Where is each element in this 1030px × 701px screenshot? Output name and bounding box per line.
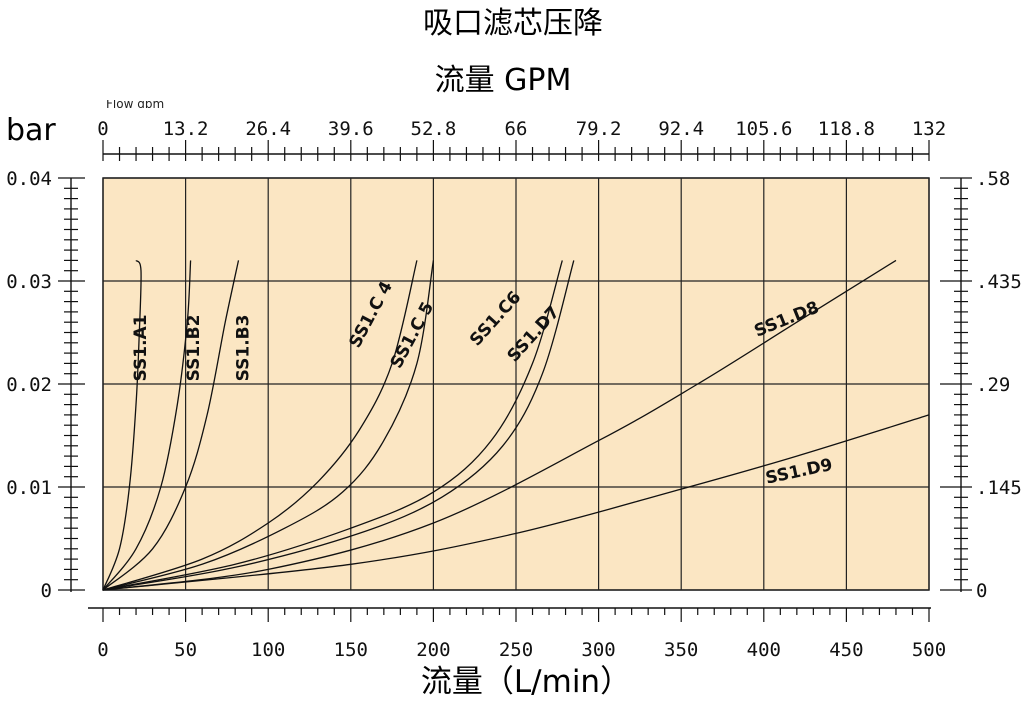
top-tick-label: 26.4 bbox=[245, 118, 291, 140]
top-axis-title: 流量 GPM bbox=[435, 63, 572, 98]
left-tick-label: 0 bbox=[41, 580, 52, 602]
x-tick-label: 250 bbox=[499, 639, 533, 661]
left-axis-unit: bar bbox=[6, 113, 56, 148]
top-tick-label: 66 bbox=[505, 118, 528, 140]
top-tick-label: 39.6 bbox=[328, 118, 374, 140]
left-tick-label: 0.02 bbox=[6, 374, 52, 396]
grid-lines bbox=[102, 177, 930, 591]
left-tick-label: 0.01 bbox=[6, 477, 52, 499]
series-line-ss1-c6 bbox=[102, 260, 563, 591]
top-axis-overlay-text: Flow gpm bbox=[106, 97, 164, 111]
x-tick-label: 50 bbox=[174, 639, 197, 661]
x-tick-label: 300 bbox=[581, 639, 615, 661]
top-tick-label: 0 bbox=[97, 118, 108, 140]
series-label: SS1.B3 bbox=[233, 315, 253, 382]
x-tick-label: 350 bbox=[664, 639, 698, 661]
series-label: SS1.B2 bbox=[184, 315, 204, 382]
series-line-ss1-c-4 bbox=[102, 260, 418, 591]
x-tick-label: 0 bbox=[97, 639, 108, 661]
tick-labels: 0 50 100 150 200 250 300 350 400 450 500 0 13.2 26.4 3… bbox=[6, 118, 1022, 661]
right-tick-label: .145 bbox=[976, 477, 1022, 499]
right-tick-label: 0 bbox=[976, 580, 987, 602]
top-tick-label: 132 bbox=[912, 118, 946, 140]
series-line-ss1-c-5 bbox=[102, 260, 435, 591]
left-tick-label: 0.03 bbox=[6, 271, 52, 293]
chart-title: 吸口滤芯压降 bbox=[423, 6, 603, 41]
top-tick-label: 52.8 bbox=[411, 118, 457, 140]
series-line-ss1-b3 bbox=[102, 260, 240, 591]
axes bbox=[58, 140, 972, 622]
series-label: SS1.A1 bbox=[131, 314, 151, 381]
right-tick-label: .29 bbox=[976, 374, 1010, 396]
top-tick-label: 105.6 bbox=[735, 118, 792, 140]
series-line-ss1-b2 bbox=[102, 260, 192, 591]
x-tick-label: 500 bbox=[912, 639, 946, 661]
x-tick-label: 200 bbox=[416, 639, 450, 661]
series-line-ss1-d8 bbox=[102, 259, 897, 591]
right-tick-label: .435 bbox=[976, 271, 1022, 293]
x-axis-title: 流量（L/min） bbox=[421, 664, 631, 700]
x-tick-label: 150 bbox=[334, 639, 368, 661]
series-line-ss1-a1 bbox=[102, 259, 142, 591]
series-line-ss1-d9 bbox=[102, 414, 930, 591]
right-tick-label: .58 bbox=[976, 168, 1010, 190]
series-line-ss1-d7 bbox=[102, 260, 575, 591]
left-tick-label: 0.04 bbox=[6, 168, 52, 190]
x-tick-label: 400 bbox=[747, 639, 781, 661]
x-tick-label: 450 bbox=[829, 639, 863, 661]
top-tick-label: 13.2 bbox=[163, 118, 209, 140]
plot-border bbox=[102, 177, 930, 591]
top-tick-label: 92.4 bbox=[658, 118, 704, 140]
x-tick-label: 100 bbox=[251, 639, 285, 661]
top-tick-label: 118.8 bbox=[818, 118, 875, 140]
top-tick-label: 79.2 bbox=[576, 118, 622, 140]
